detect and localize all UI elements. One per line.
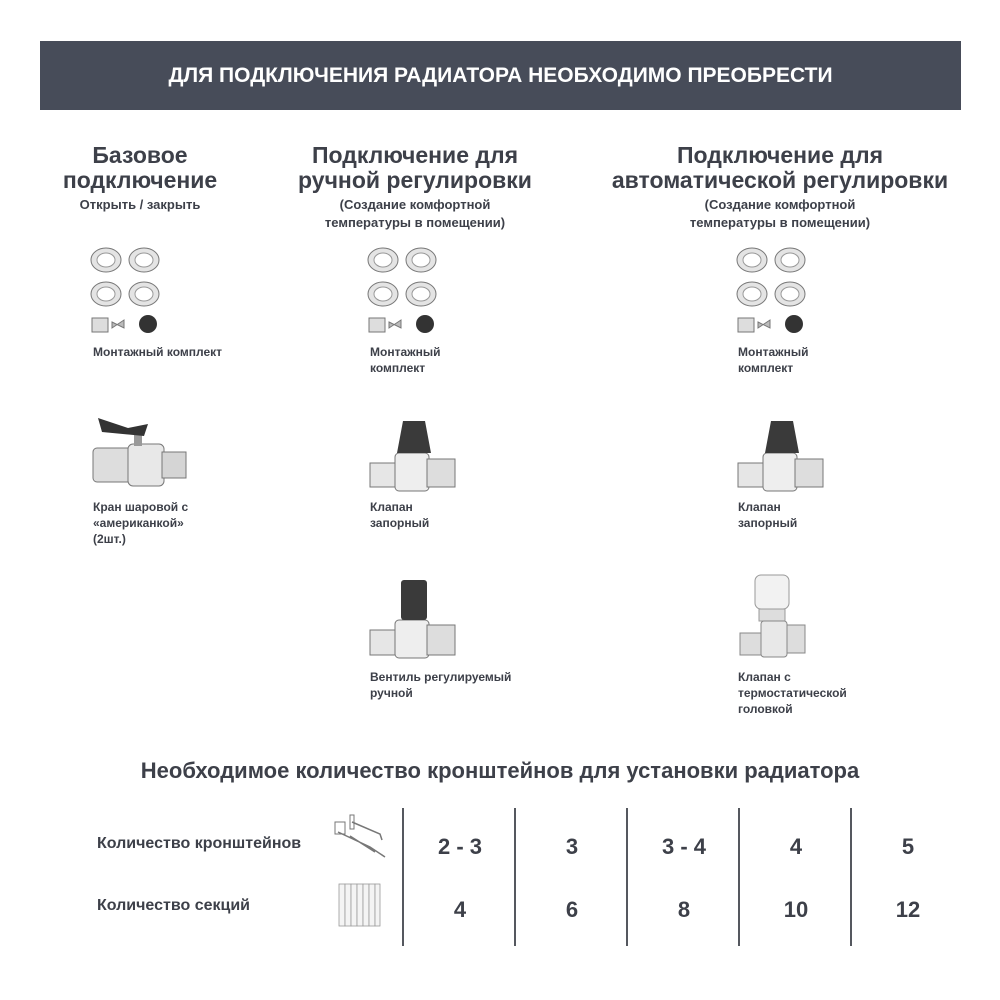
section-count: 4 [453,897,467,922]
table-divider [402,808,404,946]
item-label: Монтажный комплект [738,345,809,375]
column-subtitle-manual: (Создание комфортной температуры в помещ… [324,197,506,230]
fittings-kit-icon [367,247,437,333]
row-label-sections: Количество секций [97,897,251,914]
row-label-brackets: Количество кронштейнов [97,835,302,852]
fittings-kit-icon [736,247,806,333]
column-subtitle-auto: (Создание комфортной температуры в помещ… [689,197,871,230]
column-title-auto: Подключение для автоматической регулиров… [611,142,949,193]
item-label: Монтажный комплект [93,345,223,359]
bracket-icon [334,814,386,858]
bracket-count: 5 [901,834,915,859]
bracket-count: 2 - 3 [437,834,483,859]
item-label: Кран шаровой с «американкой» (2шт.) [93,500,189,546]
fittings-kit-icon [90,247,160,333]
ball-valve-icon [92,418,187,487]
column-subtitle-basic: Открыть / закрыть [79,197,201,212]
table-divider [850,808,852,946]
column-title-basic: Базовое подключение [62,142,218,193]
table-divider [626,808,628,946]
banner-title: ДЛЯ ПОДКЛЮЧЕНИЯ РАДИАТОРА НЕОБХОДИМО ПРЕ… [40,41,961,110]
shutoff-valve-icon [737,421,824,492]
bracket-count: 4 [789,834,803,859]
manual-valve-icon [369,580,456,659]
section-count: 12 [895,897,921,922]
item-label: Вентиль регулируемый ручной [370,670,512,700]
table-divider [738,808,740,946]
brackets-section-title: Необходимое количество кронштейнов для у… [140,758,860,783]
column-title-manual: Подключение для ручной регулировки [298,142,532,193]
table-divider [514,808,516,946]
section-count: 8 [677,897,691,922]
section-count: 6 [565,897,579,922]
radiator-icon [338,883,381,927]
bracket-count: 3 - 4 [661,834,707,859]
bracket-count: 3 [565,834,579,859]
item-label: Клапан запорный [738,500,798,530]
item-label: Клапан с термостатической головкой [738,670,847,716]
item-label: Клапан запорный [370,500,430,530]
thermostatic-valve-icon [739,574,806,658]
shutoff-valve-icon [369,421,456,492]
item-label: Монтажный комплект [370,345,441,375]
section-count: 10 [783,897,809,922]
